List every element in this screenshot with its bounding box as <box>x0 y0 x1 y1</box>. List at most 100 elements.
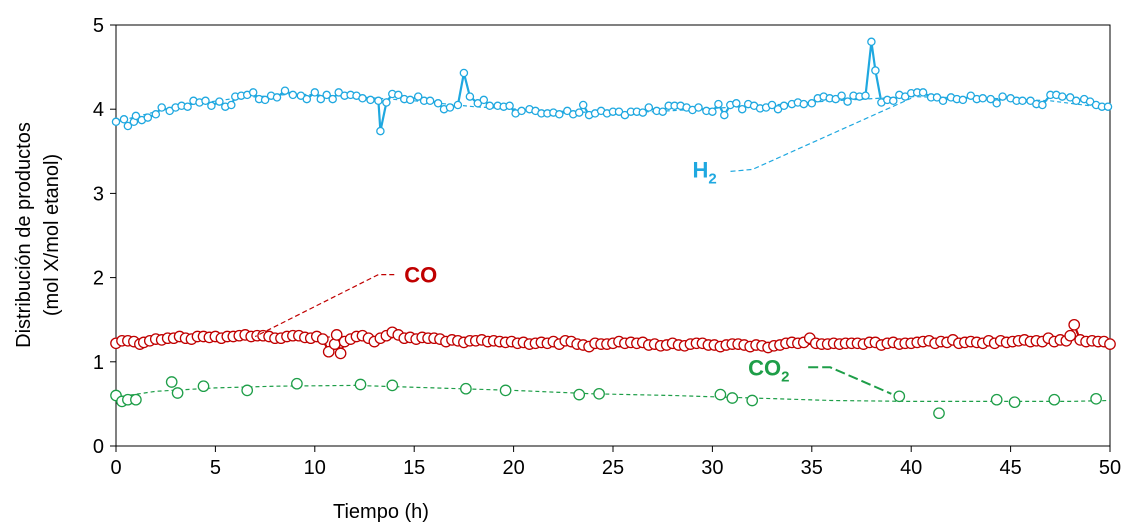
h2-point <box>111 117 121 127</box>
h2-point <box>302 94 312 104</box>
h2-point <box>861 91 870 100</box>
h2-label-main: H <box>693 157 709 182</box>
h2-point <box>374 96 383 106</box>
h2-point <box>322 90 331 100</box>
x-tick-label: 40 <box>900 457 922 479</box>
y-tick-label: 4 <box>93 99 104 121</box>
h2-point <box>445 103 455 112</box>
h2-point <box>644 103 654 112</box>
co2-point <box>933 407 945 420</box>
h2-point <box>638 108 648 117</box>
h2-point <box>714 99 723 109</box>
co2-point <box>593 387 605 400</box>
co2-point <box>130 393 142 406</box>
h2-point <box>998 92 1007 101</box>
h2-point <box>517 106 526 116</box>
co2-point <box>171 387 184 399</box>
h2-point <box>737 104 747 114</box>
h2-point <box>405 95 415 105</box>
h2-point <box>382 98 391 107</box>
h2-point <box>119 115 129 124</box>
co2-point <box>1008 396 1021 409</box>
h2-point <box>157 103 166 112</box>
co-label: CO <box>404 263 437 288</box>
h2-series-line <box>115 41 1108 132</box>
x-tick-label: 45 <box>999 457 1021 479</box>
y-axis-label-units: (mol X/mol etanol) <box>41 154 63 316</box>
co2-trend-line <box>115 384 1111 402</box>
h2-point <box>366 95 375 105</box>
co-point <box>322 345 335 358</box>
h2-point <box>453 100 463 110</box>
co2-label: CO2 <box>748 355 789 385</box>
x-tick-label: 50 <box>1099 457 1121 479</box>
h2-point <box>425 96 435 106</box>
x-tick-label: 10 <box>304 457 326 479</box>
co2-point <box>165 376 178 388</box>
y-tick-label: 3 <box>93 183 104 205</box>
h2-point <box>720 110 729 120</box>
h2-point <box>767 100 777 110</box>
h2-point <box>131 111 141 121</box>
co2-point <box>241 384 254 397</box>
h2-point <box>280 86 290 95</box>
h2-point <box>708 107 717 116</box>
h2-point <box>958 95 968 105</box>
x-tick-label: 20 <box>502 457 524 479</box>
h2-point <box>151 110 161 119</box>
h2-point <box>555 110 564 119</box>
co2-point <box>893 390 906 403</box>
h2-point <box>485 101 494 111</box>
h2-point <box>201 96 210 106</box>
h2-point <box>272 93 282 102</box>
h2-point <box>260 95 270 105</box>
h2-point <box>479 95 489 105</box>
h2-point <box>1071 96 1081 106</box>
h2-point <box>1038 100 1047 110</box>
h2-point <box>328 94 337 104</box>
co2-point <box>460 382 472 395</box>
co2-point <box>726 392 739 404</box>
h2-point <box>986 94 995 104</box>
h2-point <box>1103 102 1113 111</box>
h2-point <box>316 94 326 104</box>
co2-label-main: CO <box>748 355 781 380</box>
h2-point <box>867 37 876 47</box>
h2-point <box>837 91 846 100</box>
h2-label: H2 <box>693 157 717 187</box>
h2-point <box>871 66 880 75</box>
h2-point <box>799 99 809 109</box>
co-point <box>1064 329 1077 342</box>
co-point <box>1068 318 1081 331</box>
co-point <box>316 333 329 345</box>
co2-point <box>499 384 512 397</box>
h2-point <box>578 100 588 110</box>
co-point <box>330 329 343 341</box>
co2-point <box>714 388 727 401</box>
h2-point <box>433 99 443 108</box>
h2-point <box>183 102 192 111</box>
h2-point <box>938 96 948 106</box>
h2-point <box>779 101 789 111</box>
co2-point <box>386 379 399 392</box>
h2-point <box>889 96 898 106</box>
h2-label-subscript: 2 <box>708 170 716 187</box>
co2-point <box>197 380 210 393</box>
y-tick-label: 1 <box>93 352 104 374</box>
h2-leader-line <box>730 97 912 172</box>
h2-point <box>248 88 258 97</box>
h2-point <box>143 113 153 122</box>
h2-point <box>123 121 133 131</box>
co2-leader-line <box>808 366 892 395</box>
h2-point <box>465 92 475 101</box>
co-point <box>1104 338 1116 350</box>
co-point <box>334 347 347 360</box>
h2-point <box>358 94 367 103</box>
co2-point <box>990 393 1003 406</box>
y-axis-label: Distribución de productos <box>13 122 35 348</box>
h2-point <box>288 90 298 100</box>
co2-point <box>1048 393 1061 406</box>
